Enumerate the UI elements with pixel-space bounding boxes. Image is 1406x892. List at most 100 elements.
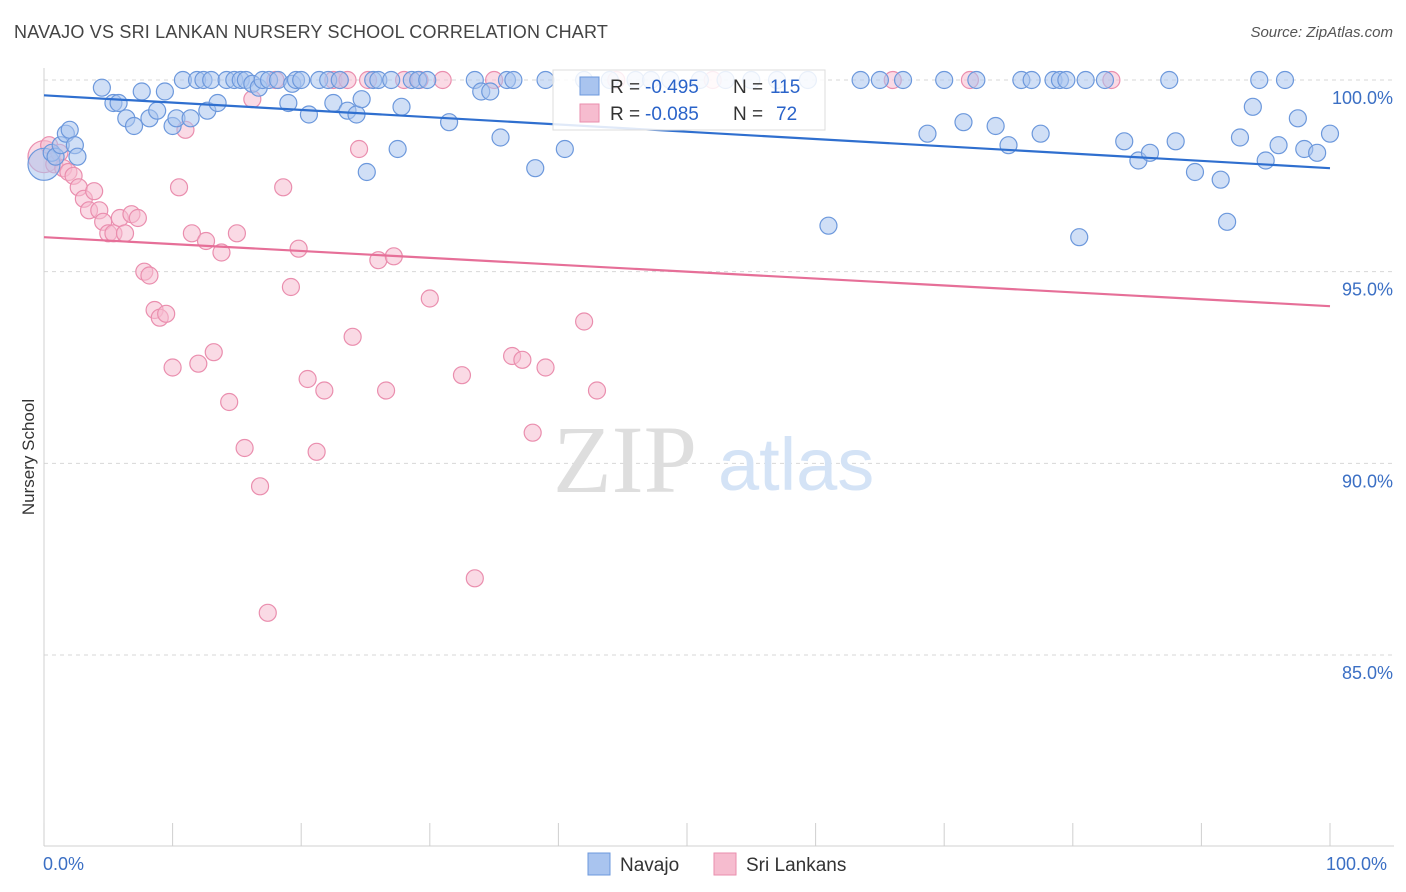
point-navajo-46 xyxy=(352,90,371,109)
point-navajo-60 xyxy=(491,128,510,147)
point-srilankan-36 xyxy=(250,477,270,496)
watermark: ZIP atlas xyxy=(553,406,874,513)
stats-r-label-srilankan: R = xyxy=(610,104,640,125)
point-navajo-35 xyxy=(279,93,298,113)
point-navajo-104 xyxy=(1243,97,1262,116)
point-navajo-92 xyxy=(1070,228,1089,247)
point-navajo-43 xyxy=(330,70,349,90)
point-navajo-13 xyxy=(132,82,151,101)
point-srilankan-24 xyxy=(163,358,182,377)
point-navajo-56 xyxy=(439,113,459,132)
point-navajo-112 xyxy=(1320,124,1340,143)
point-navajo-62 xyxy=(504,70,523,90)
bottom-legend: Navajo Sri Lankans xyxy=(587,852,846,876)
point-srilankan-23 xyxy=(157,304,176,323)
stats-legend-swatch-srilankan xyxy=(579,103,600,123)
x-ticks xyxy=(43,823,1331,846)
watermark-atlas: atlas xyxy=(718,423,874,506)
point-navajo-16 xyxy=(155,82,174,101)
point-srilankan-34 xyxy=(235,438,254,458)
point-navajo-47 xyxy=(357,162,376,182)
point-navajo-38 xyxy=(292,70,311,90)
trend-line-navajo xyxy=(43,94,1331,170)
point-navajo-93 xyxy=(1076,70,1095,90)
point-navajo-51 xyxy=(388,139,407,159)
point-navajo-80 xyxy=(918,124,937,143)
point-navajo-100 xyxy=(1185,162,1205,182)
x-tick-label-max: 100.0% xyxy=(1326,854,1387,874)
point-srilankan-37 xyxy=(258,603,277,622)
stats-r-value-navajo: -0.495 xyxy=(645,77,699,98)
point-navajo-88 xyxy=(1031,124,1050,143)
point-navajo-12 xyxy=(124,116,144,136)
point-srilankan-44 xyxy=(315,381,334,400)
point-navajo-111 xyxy=(1308,143,1327,162)
stats-n-value-srilankan: 72 xyxy=(776,104,797,125)
point-navajo-98 xyxy=(1160,70,1179,90)
point-srilankan-25 xyxy=(169,178,189,197)
point-navajo-81 xyxy=(935,70,954,90)
point-srilankan-40 xyxy=(281,277,301,297)
point-srilankan-16 xyxy=(115,224,135,243)
chart-source: Source: ZipAtlas.com xyxy=(1250,24,1393,41)
point-navajo-107 xyxy=(1269,136,1288,155)
point-srilankan-28 xyxy=(189,354,208,373)
point-navajo-78 xyxy=(870,70,890,90)
chart-title: NAVAJO VS SRI LANKAN NURSERY SCHOOL CORR… xyxy=(14,22,609,42)
legend-label-srilankan: Sri Lankans xyxy=(746,855,846,876)
point-srilankan-33 xyxy=(227,224,246,243)
watermark-zip: ZIP xyxy=(553,406,697,513)
axes xyxy=(43,68,1394,847)
point-srilankan-57 xyxy=(433,70,452,90)
point-navajo-25 xyxy=(208,93,227,113)
legend-label-navajo: Navajo xyxy=(620,855,679,876)
point-navajo-94 xyxy=(1095,70,1115,90)
point-srilankan-31 xyxy=(212,243,231,262)
point-srilankan-39 xyxy=(274,178,293,197)
point-srilankan-64 xyxy=(536,358,555,377)
series-sri-lankans xyxy=(27,70,1121,622)
point-navajo-24 xyxy=(202,70,221,90)
point-navajo-20 xyxy=(181,109,200,128)
point-srilankan-41 xyxy=(289,239,308,258)
point-navajo-84 xyxy=(986,116,1005,136)
series-navajo xyxy=(27,70,1340,247)
point-srilankan-63 xyxy=(523,423,542,442)
y-tick-labels: 100.0% 95.0% 90.0% 85.0% xyxy=(1332,88,1393,683)
point-srilankan-49 xyxy=(349,139,369,159)
point-navajo-91 xyxy=(1057,70,1076,90)
point-navajo-7 xyxy=(68,147,87,166)
stats-n-label-navajo: N = xyxy=(733,77,763,98)
point-navajo-55 xyxy=(418,70,437,90)
stats-r-label-navajo: R = xyxy=(610,77,640,98)
legend-swatch-navajo xyxy=(587,852,611,876)
point-navajo-95 xyxy=(1115,132,1134,151)
y-tick-label-0: 100.0% xyxy=(1332,88,1393,108)
point-srilankan-18 xyxy=(128,208,147,228)
stats-r-value-srilankan: -0.085 xyxy=(645,104,699,125)
point-navajo-108 xyxy=(1275,70,1295,90)
point-navajo-5 xyxy=(60,120,79,139)
trend-line-srilankan xyxy=(43,236,1331,308)
point-srilankan-43 xyxy=(307,442,326,461)
point-srilankan-66 xyxy=(587,381,607,400)
point-navajo-79 xyxy=(893,70,913,90)
point-navajo-102 xyxy=(1218,212,1237,231)
point-srilankan-27 xyxy=(182,224,201,243)
point-navajo-63 xyxy=(526,159,545,178)
point-navajo-64 xyxy=(536,70,555,90)
point-navajo-50 xyxy=(382,70,401,90)
point-srilankan-32 xyxy=(220,392,239,412)
stats-legend: R = -0.495 N = 115 R = -0.085 N = 72 xyxy=(552,69,826,131)
point-navajo-45 xyxy=(347,105,366,124)
point-navajo-106 xyxy=(1256,151,1275,170)
point-srilankan-65 xyxy=(575,312,594,331)
y-tick-label-2: 90.0% xyxy=(1342,471,1393,491)
point-navajo-87 xyxy=(1022,70,1041,90)
point-srilankan-56 xyxy=(420,289,439,308)
point-navajo-76 xyxy=(819,216,838,235)
point-srilankan-52 xyxy=(376,381,396,400)
x-tick-label-min: 0.0% xyxy=(43,854,84,874)
point-navajo-105 xyxy=(1250,70,1269,90)
point-srilankan-62 xyxy=(513,350,532,369)
